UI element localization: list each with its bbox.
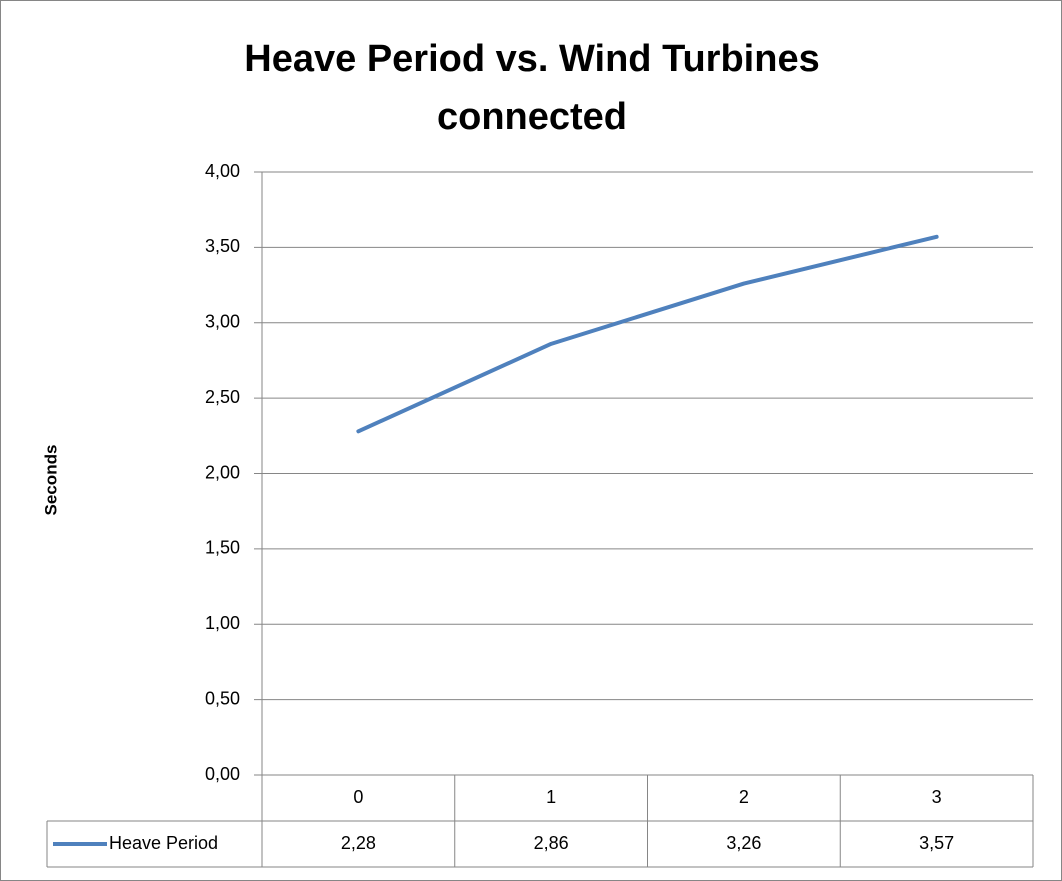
- y-tick-label: 4,00: [205, 161, 240, 181]
- x-tick-label: 1: [546, 787, 556, 807]
- y-tick-label: 3,50: [205, 236, 240, 256]
- y-tick-label: 1,00: [205, 613, 240, 633]
- data-line: [356, 234, 939, 434]
- data-table-value: 2,28: [341, 833, 376, 853]
- y-tick-label: 1,50: [205, 538, 240, 558]
- data-table-value: 2,86: [534, 833, 569, 853]
- x-tick-label: 3: [932, 787, 942, 807]
- y-tick-label: 3,00: [205, 312, 240, 332]
- data-table-value: 3,57: [919, 833, 954, 853]
- y-tick-label: 0,50: [205, 688, 240, 708]
- y-tick-label: 2,50: [205, 387, 240, 407]
- legend-label: Heave Period: [109, 833, 218, 853]
- x-tick-label: 2: [739, 787, 749, 807]
- x-tick-label: 0: [353, 787, 363, 807]
- data-table-value: 3,26: [726, 833, 761, 853]
- y-tick-label: 2,00: [205, 462, 240, 482]
- y-axis-label: Seconds: [41, 445, 60, 516]
- y-tick-label: 0,00: [205, 764, 240, 784]
- chart-title: Heave Period vs. Wind Turbines connected: [244, 38, 820, 138]
